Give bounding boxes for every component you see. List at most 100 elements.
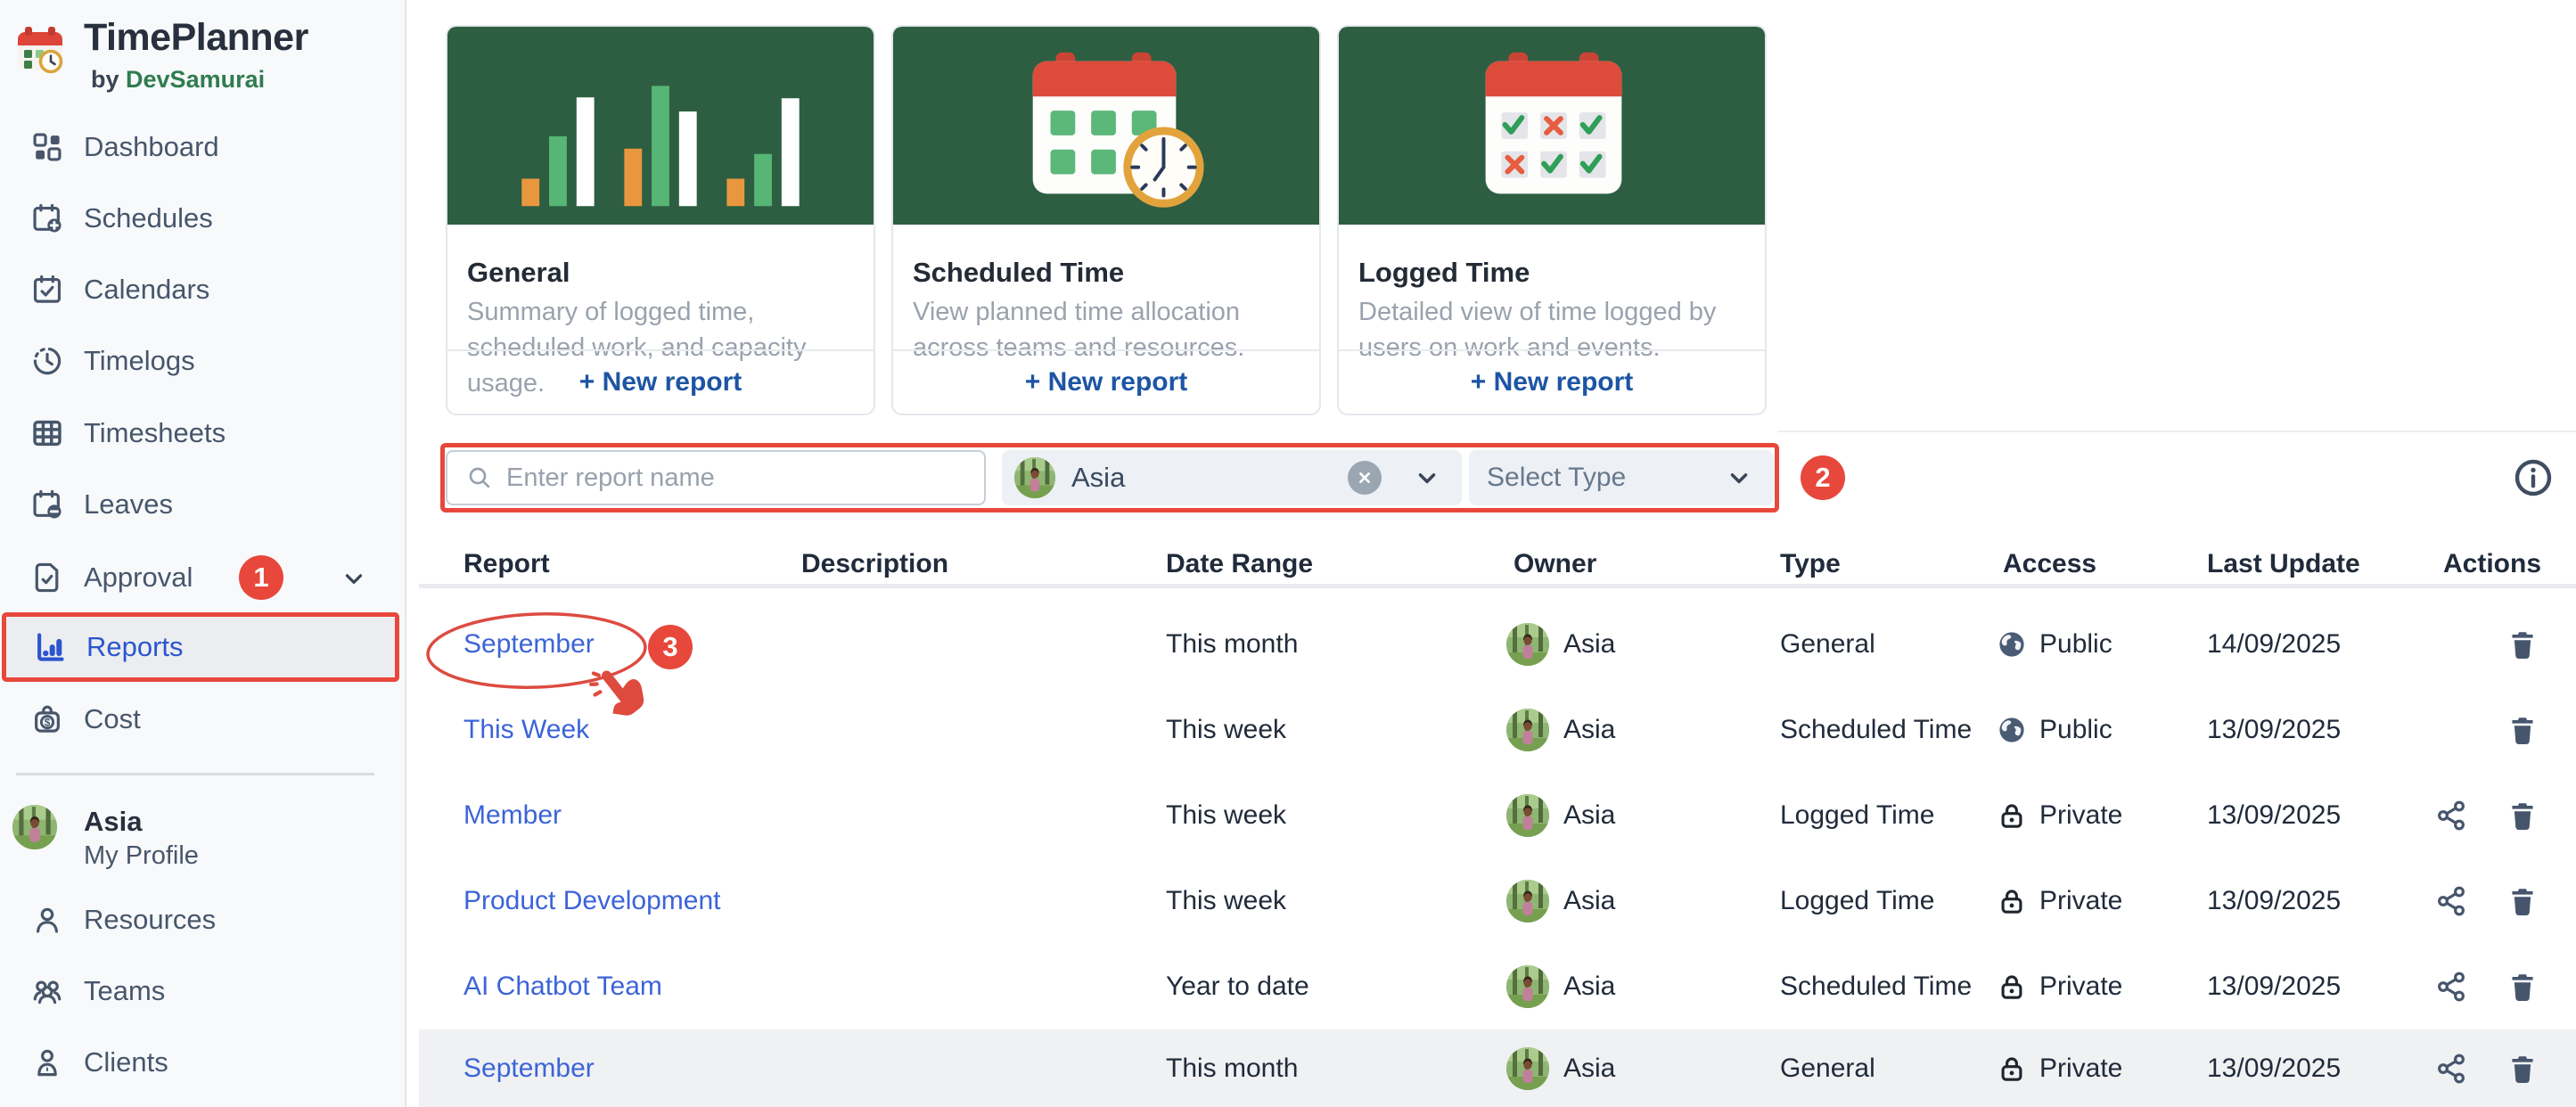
- table-row: AI Chatbot Team Year to date Asia Schedu…: [419, 944, 2576, 1029]
- sidebar-profile[interactable]: Asia My Profile: [0, 799, 406, 879]
- card-logged-time: Logged Time Detailed view of time logged…: [1337, 25, 1767, 415]
- sidebar-item-resources[interactable]: Resources: [0, 884, 406, 955]
- report-link[interactable]: Product Development: [464, 886, 721, 915]
- type-cell: Logged Time: [1780, 800, 1935, 830]
- sidebar: TimePlanner by DevSamurai Dashboard: [0, 0, 406, 1107]
- share-report-button[interactable]: [2432, 1029, 2471, 1107]
- share-report-button[interactable]: [2432, 858, 2471, 944]
- share-report-button[interactable]: [2432, 773, 2471, 858]
- document-check-icon: [30, 560, 66, 595]
- type-cell: Logged Time: [1780, 886, 1935, 915]
- owner-cell: Asia: [1563, 1053, 1616, 1083]
- date-range-cell: This week: [1166, 715, 1287, 744]
- calendar-checks-illustration: [1339, 27, 1765, 225]
- table-row: September This month Asia General Public…: [419, 602, 2576, 687]
- card-general: General Summary of logged time, schedule…: [446, 25, 875, 415]
- svg-text:$: $: [45, 716, 51, 728]
- date-range-cell: This week: [1166, 886, 1287, 915]
- app-logo-calendar-icon: [14, 23, 66, 75]
- owner-cell: Asia: [1563, 629, 1616, 659]
- trash-icon: [2512, 718, 2533, 745]
- card-description: Summary of logged time, scheduled work, …: [467, 298, 807, 398]
- sidebar-item-label: Reports: [86, 631, 184, 662]
- lock-icon: [2001, 890, 2022, 914]
- app-title: TimePlanner: [84, 16, 308, 59]
- lock-icon: [2001, 1056, 2022, 1081]
- report-link[interactable]: September: [464, 629, 595, 659]
- chevron-down-icon: [1726, 464, 1752, 491]
- share-report-button[interactable]: [2432, 944, 2471, 1029]
- sidebar-item-clients[interactable]: Clients: [0, 1027, 406, 1098]
- report-search-input[interactable]: [506, 463, 970, 493]
- delete-report-button[interactable]: [2503, 1029, 2542, 1107]
- panel-top-divider: [1777, 430, 2576, 432]
- report-link[interactable]: This Week: [464, 715, 590, 744]
- type-filter-select[interactable]: Select Type: [1469, 450, 1774, 505]
- briefcase-dollar-icon: $: [30, 701, 66, 737]
- delete-report-button[interactable]: [2503, 602, 2542, 687]
- last-update-cell: 13/09/2025: [2207, 1053, 2342, 1083]
- column-header-actions: Actions: [2443, 549, 2542, 578]
- sidebar-item-label: Cost: [84, 703, 141, 734]
- owner-avatar: [1506, 858, 1549, 944]
- report-link[interactable]: September: [464, 1053, 595, 1083]
- date-range-cell: This week: [1166, 800, 1287, 830]
- clear-owner-filter-button[interactable]: [1348, 461, 1382, 495]
- access-cell: Private: [1997, 944, 2122, 1029]
- delete-report-button[interactable]: [2503, 773, 2542, 858]
- sidebar-item-approval[interactable]: Approval 1: [0, 542, 406, 613]
- chevron-down-icon[interactable]: [340, 565, 367, 592]
- owner-avatar: [1506, 1029, 1549, 1107]
- trash-icon: [2512, 1055, 2533, 1083]
- owner-filter-value: Asia: [1071, 462, 1126, 493]
- bar-chart-illustration: [447, 27, 874, 225]
- main-content: General Summary of logged time, schedule…: [408, 0, 2576, 1107]
- table-grid-icon: [30, 415, 66, 451]
- new-report-button-general[interactable]: + New report: [447, 349, 874, 414]
- app-byline: by DevSamurai: [91, 66, 266, 93]
- last-update-cell: 14/09/2025: [2207, 629, 2342, 659]
- sidebar-item-label: Leaves: [84, 488, 173, 520]
- type-cell: General: [1780, 1053, 1875, 1083]
- column-header-last-update: Last Update: [2207, 549, 2360, 578]
- annotation-step-3-badge: 3: [648, 625, 693, 669]
- sidebar-item-reports[interactable]: Reports: [2, 612, 399, 682]
- annotation-step-1-badge: 1: [239, 555, 283, 600]
- search-icon: [469, 467, 490, 488]
- person-icon: [30, 902, 66, 938]
- share-icon: [2438, 1054, 2465, 1083]
- report-link[interactable]: AI Chatbot Team: [464, 972, 662, 1001]
- card-title: Logged Time: [1358, 257, 1530, 288]
- sidebar-item-label: Timesheets: [84, 417, 226, 448]
- share-icon: [2438, 886, 2465, 916]
- sidebar-item-leaves[interactable]: Leaves: [0, 469, 406, 540]
- new-report-button-scheduled[interactable]: + New report: [893, 349, 1319, 414]
- type-filter-placeholder: Select Type: [1487, 463, 1627, 492]
- sidebar-item-timesheets[interactable]: Timesheets: [0, 398, 406, 469]
- sidebar-item-calendars[interactable]: Calendars: [0, 254, 406, 325]
- sidebar-item-timelogs[interactable]: Timelogs: [0, 325, 406, 397]
- sidebar-item-dashboard[interactable]: Dashboard: [0, 111, 406, 183]
- delete-report-button[interactable]: [2503, 687, 2542, 773]
- report-search-box: [446, 450, 986, 505]
- profile-avatar: [12, 805, 57, 849]
- profile-subtitle: My Profile: [84, 841, 199, 870]
- access-cell: Private: [1997, 858, 2122, 944]
- new-report-button-logged[interactable]: + New report: [1339, 349, 1765, 414]
- access-cell: Public: [1997, 687, 2112, 773]
- info-icon[interactable]: [2512, 456, 2555, 499]
- owner-avatar: [1506, 687, 1549, 773]
- trash-icon: [2512, 803, 2533, 831]
- sidebar-item-teams[interactable]: Teams: [0, 955, 406, 1027]
- delete-report-button[interactable]: [2503, 944, 2542, 1029]
- sidebar-item-schedules[interactable]: Schedules: [0, 183, 406, 254]
- sidebar-item-cost[interactable]: $ Cost: [0, 684, 406, 755]
- last-update-cell: 13/09/2025: [2207, 886, 2342, 915]
- lock-icon: [2001, 804, 2022, 828]
- globe-icon: [1999, 718, 2024, 742]
- delete-report-button[interactable]: [2503, 858, 2542, 944]
- close-icon: [1359, 472, 1370, 483]
- owner-filter-select[interactable]: Asia: [1002, 450, 1462, 505]
- report-link[interactable]: Member: [464, 800, 562, 830]
